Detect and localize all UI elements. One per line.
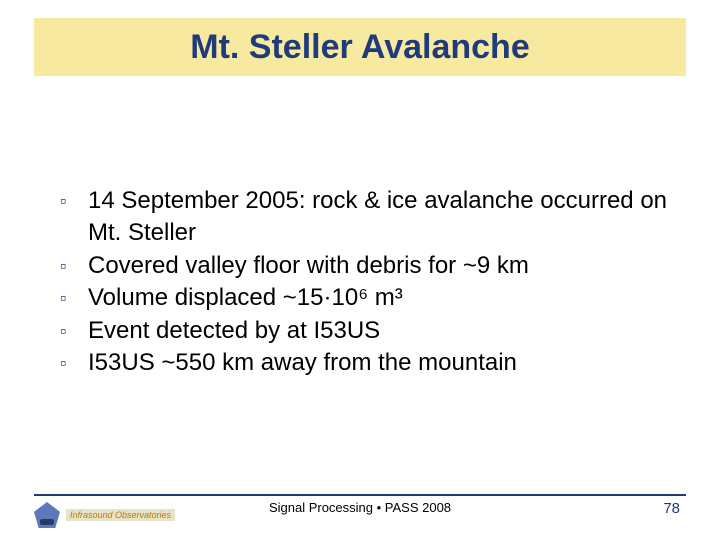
bullet-icon: ▫ bbox=[60, 185, 88, 213]
title-bar: Mt. Steller Avalanche bbox=[34, 18, 686, 76]
footer: Signal Processing • PASS 2008 78 bbox=[0, 494, 720, 522]
list-item: ▫ Event detected by at I53US bbox=[60, 315, 670, 347]
bullet-text: I53US ~550 km away from the mountain bbox=[88, 347, 517, 379]
bullet-text: 14 September 2005: rock & ice avalanche … bbox=[88, 185, 670, 250]
list-item: ▫ 14 September 2005: rock & ice avalanch… bbox=[60, 185, 670, 250]
bullet-text: Covered valley floor with debris for ~9 … bbox=[88, 250, 529, 282]
bullet-list: ▫ 14 September 2005: rock & ice avalanch… bbox=[60, 185, 670, 379]
slide-title: Mt. Steller Avalanche bbox=[190, 28, 530, 67]
list-item: ▫ Volume displaced ~15·10⁶ m³ bbox=[60, 282, 670, 314]
list-item: ▫ I53US ~550 km away from the mountain bbox=[60, 347, 670, 379]
list-item: ▫ Covered valley floor with debris for ~… bbox=[60, 250, 670, 282]
bullet-icon: ▫ bbox=[60, 250, 88, 278]
bullet-icon: ▫ bbox=[60, 347, 88, 375]
footer-divider bbox=[34, 494, 686, 496]
footer-text: Signal Processing • PASS 2008 bbox=[0, 500, 720, 515]
bullet-icon: ▫ bbox=[60, 282, 88, 310]
bullet-text: Volume displaced ~15·10⁶ m³ bbox=[88, 282, 403, 314]
bullet-text: Event detected by at I53US bbox=[88, 315, 380, 347]
page-number: 78 bbox=[663, 500, 680, 517]
bullet-icon: ▫ bbox=[60, 315, 88, 343]
